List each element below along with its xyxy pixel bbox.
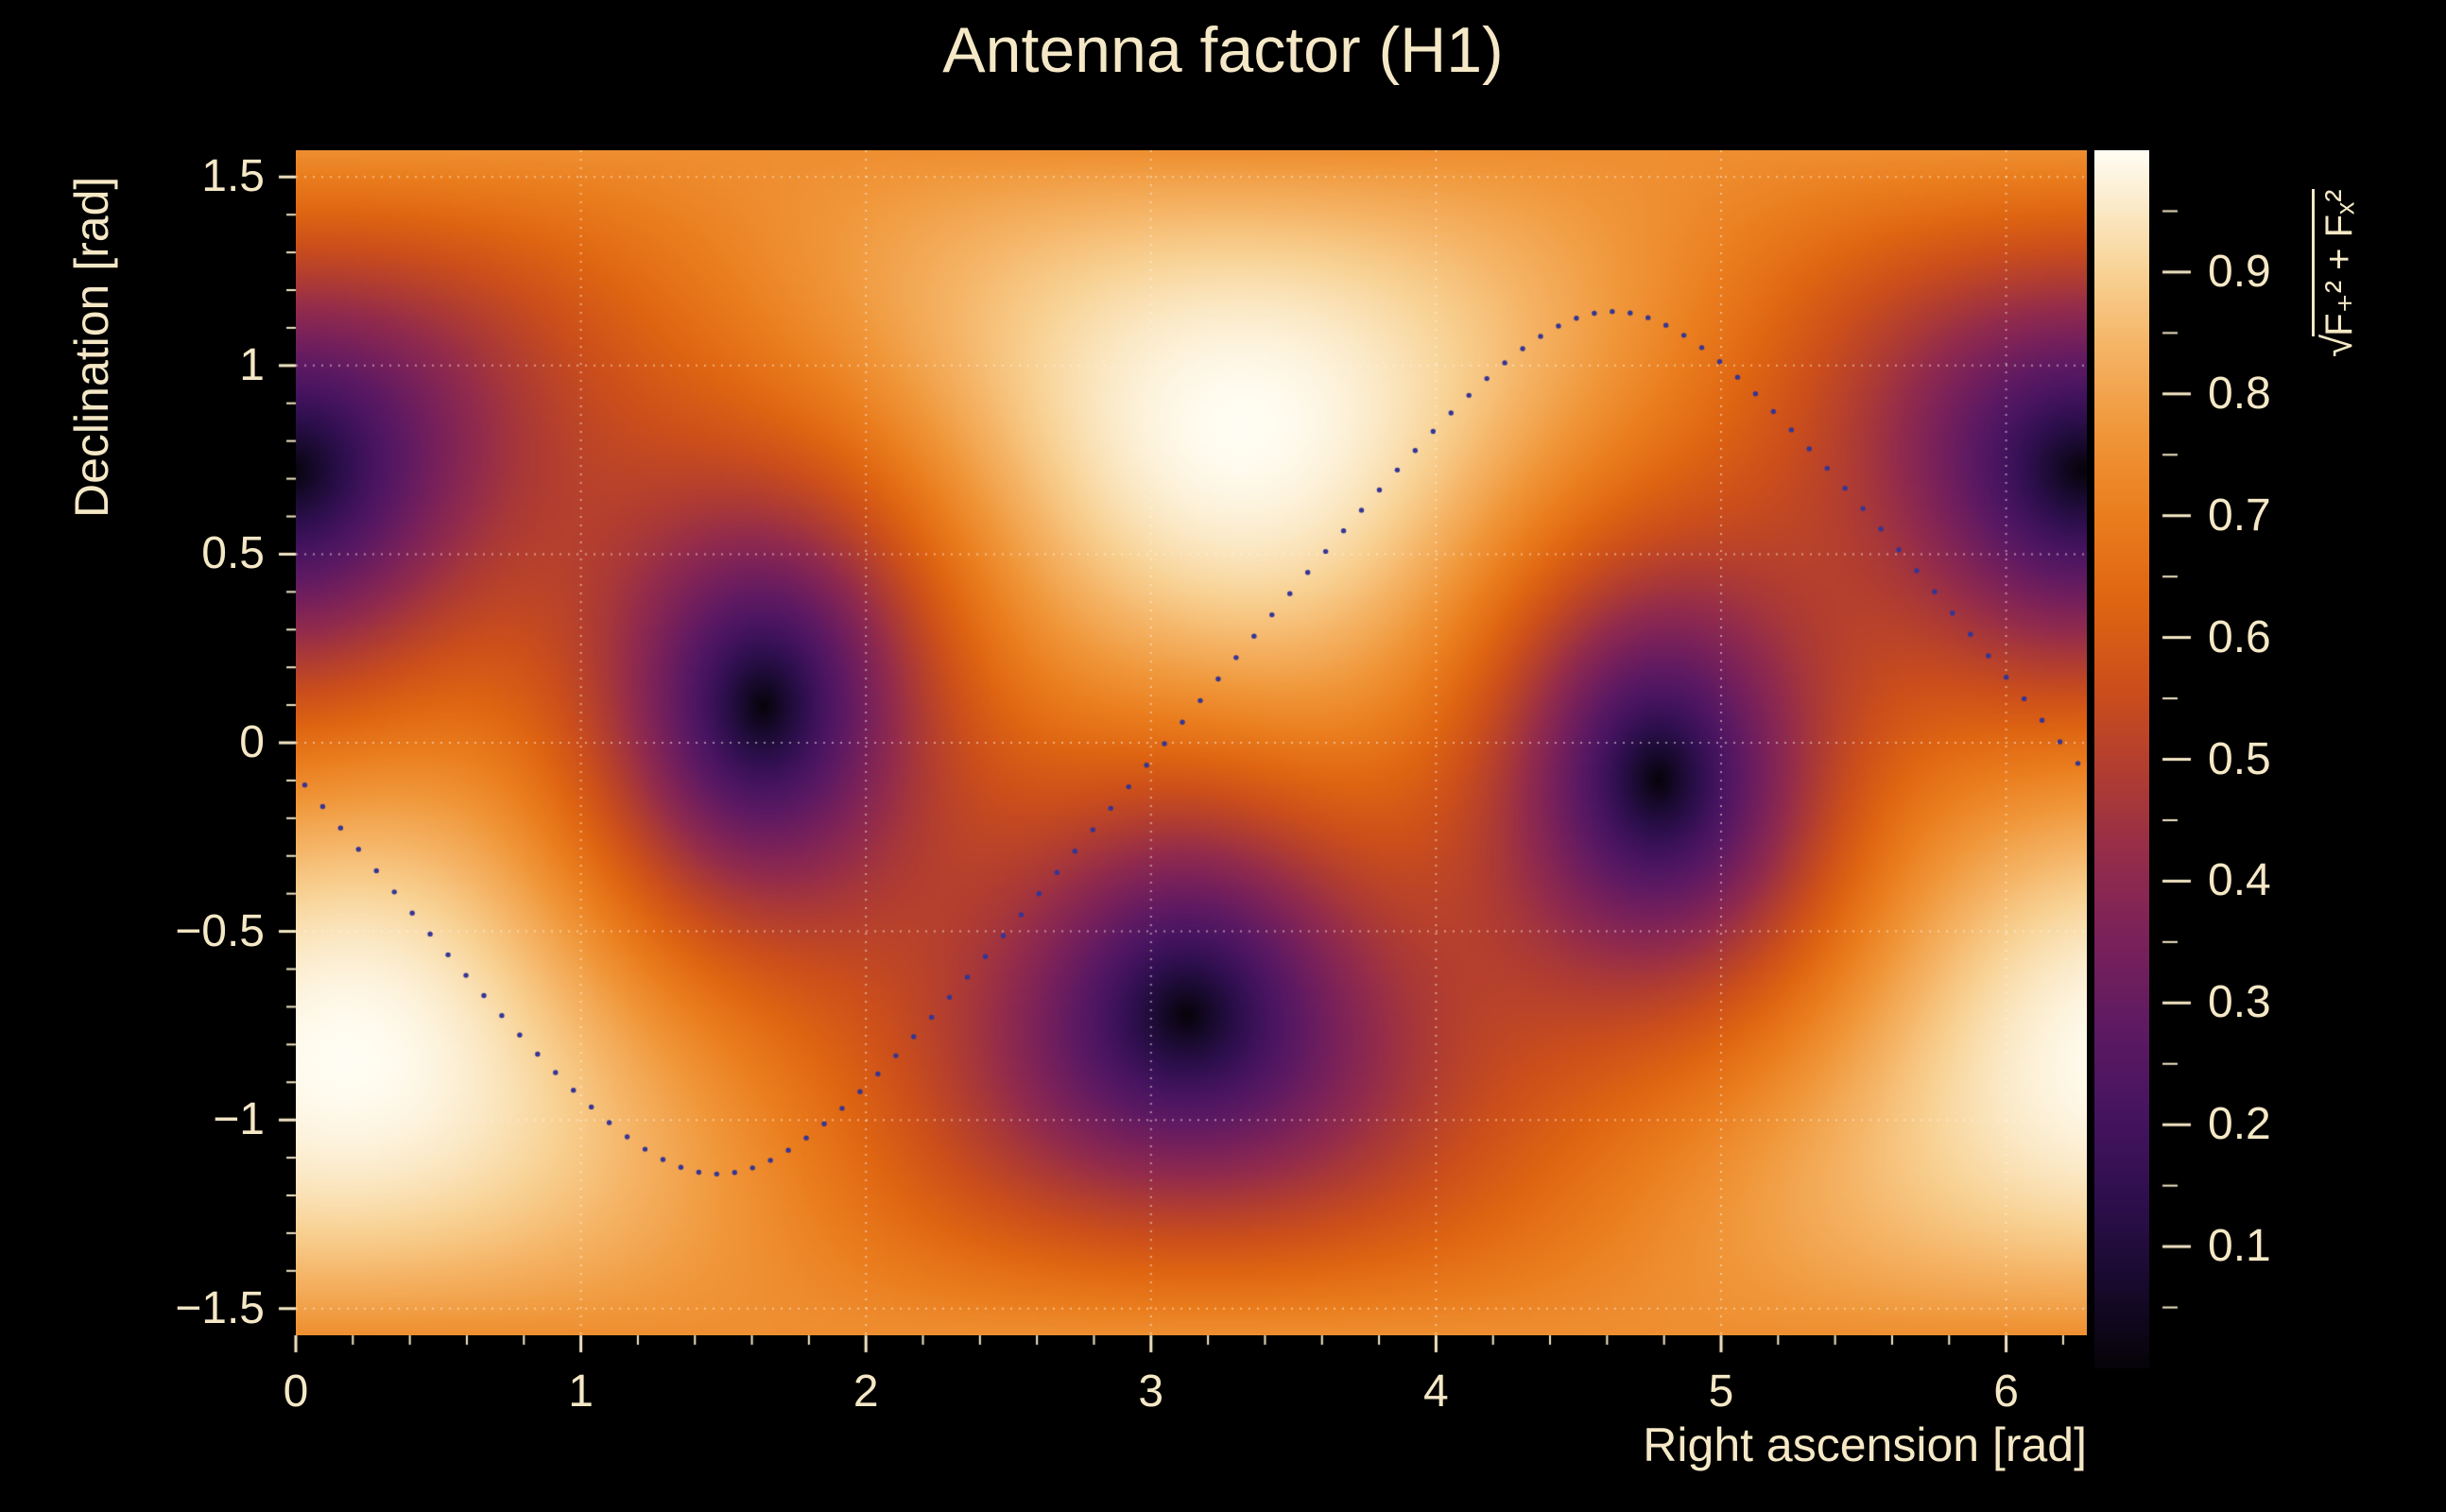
y-tick-label: 1.5 bbox=[201, 151, 265, 202]
colorbar-canvas bbox=[2094, 150, 2149, 1368]
y-tick-label: 0.5 bbox=[201, 528, 265, 579]
y-tick-label: −1 bbox=[213, 1094, 265, 1145]
y-tick-label: −0.5 bbox=[175, 905, 265, 956]
y-tick-label: 0 bbox=[239, 717, 265, 767]
colorbar-tick-label: 0.2 bbox=[2208, 1099, 2271, 1150]
y-tick-label: 1 bbox=[239, 339, 265, 390]
colorbar-tick-label: 0.8 bbox=[2208, 368, 2271, 419]
colorbar-tick-label: 0.7 bbox=[2208, 490, 2271, 541]
x-tick-label: 3 bbox=[1138, 1366, 1164, 1417]
x-tick-label: 2 bbox=[853, 1366, 879, 1417]
x-tick-label: 0 bbox=[283, 1366, 309, 1417]
colorbar-tick-label: 0.3 bbox=[2208, 977, 2271, 1028]
colorbar-tick-label: 0.4 bbox=[2208, 855, 2271, 906]
colorbar-tick-label: 0.6 bbox=[2208, 611, 2271, 662]
x-tick-label: 5 bbox=[1708, 1366, 1734, 1417]
colorbar-tick-label: 0.5 bbox=[2208, 733, 2271, 784]
chart-title: Antenna factor (H1) bbox=[942, 14, 1504, 86]
x-tick-label: 4 bbox=[1423, 1366, 1449, 1417]
heatmap-canvas bbox=[296, 150, 2087, 1335]
colorbar-tick-label: 0.9 bbox=[2208, 246, 2271, 297]
y-tick-label: −1.5 bbox=[175, 1282, 265, 1333]
sqrt-symbol: √ bbox=[2315, 334, 2361, 357]
x-tick-label: 6 bbox=[1993, 1366, 2019, 1417]
colorbar-tick-label: 0.1 bbox=[2208, 1221, 2271, 1272]
x-tick-label: 1 bbox=[568, 1366, 594, 1417]
x-axis-title: Right ascension [rad] bbox=[1643, 1418, 2087, 1471]
